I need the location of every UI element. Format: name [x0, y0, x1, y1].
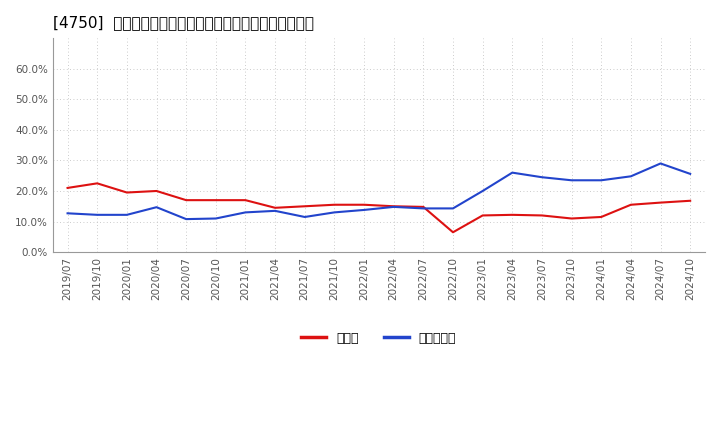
Text: [4750]  現須金、有利子負債の総資産に対する比率の推移: [4750] 現須金、有利子負債の総資産に対する比率の推移	[53, 15, 314, 30]
Legend: 現須金, 有利子負債: 現須金, 有利子負債	[297, 327, 462, 350]
